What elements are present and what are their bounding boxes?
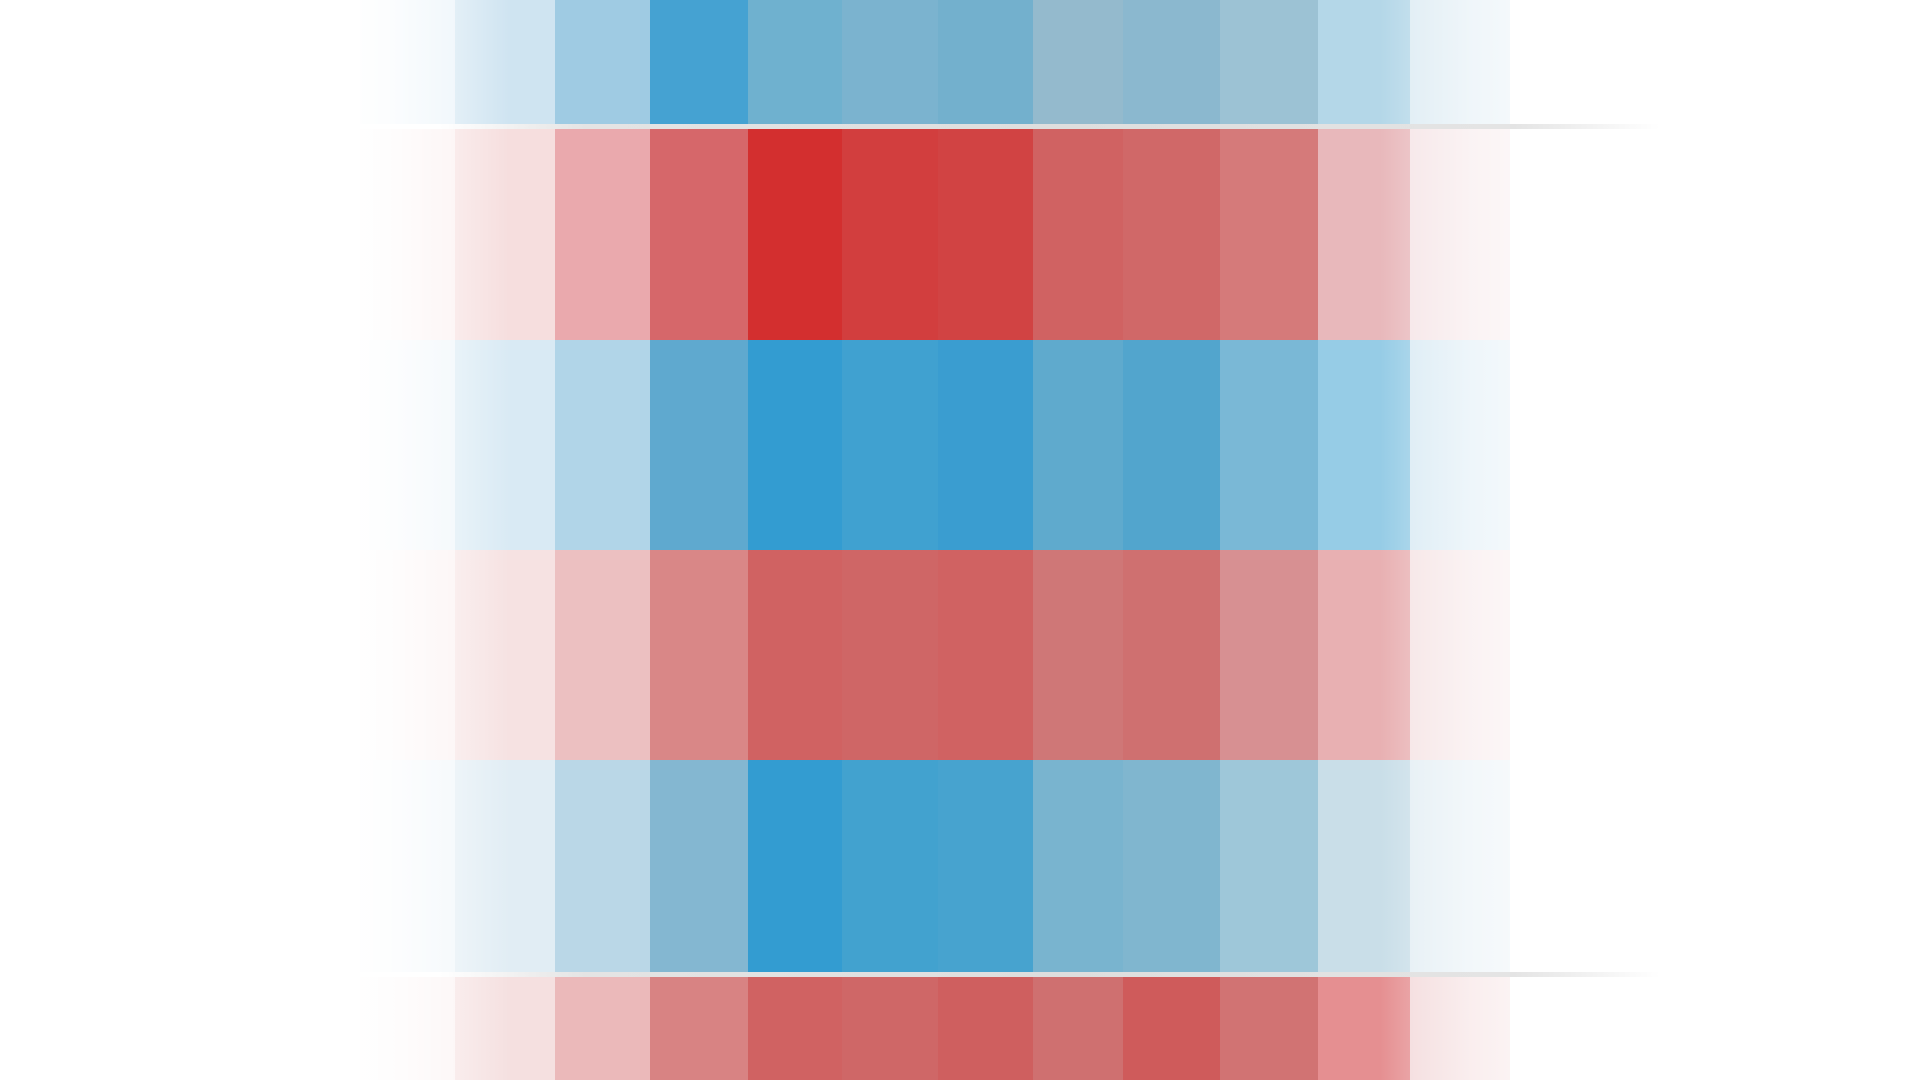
band-blue-3-cell-3	[555, 760, 650, 972]
band-blue-1-cell-7	[938, 0, 1033, 124]
band-blue-3-cell-6	[842, 760, 938, 972]
band-red-2-cell-4	[650, 550, 748, 760]
band-red-2-cell-12	[1410, 550, 1510, 760]
band-red-3-cell-10	[1220, 977, 1318, 1080]
band-blue-1-cell-6	[842, 0, 938, 124]
band-red-1-cell-4	[650, 129, 748, 340]
band-blue-3-cell-1	[360, 760, 455, 972]
band-blue-1-cell-3	[555, 0, 650, 124]
band-red-1-cell-12	[1410, 129, 1510, 340]
band-red-1-cell-10	[1220, 129, 1318, 340]
band-blue-1-cell-12	[1410, 0, 1510, 124]
band-red-2-cell-10	[1220, 550, 1318, 760]
band-red-1-cell-1	[360, 129, 455, 340]
band-red-1-cell-5	[748, 129, 842, 340]
band-blue-2-cell-2	[455, 340, 555, 550]
band-divider-top	[440, 124, 1660, 129]
band-red-1-cell-3	[555, 129, 650, 340]
band-red-3-cell-1	[360, 977, 455, 1080]
band-blue-3-cell-2	[455, 760, 555, 972]
band-red-1-cell-9	[1123, 129, 1220, 340]
band-blue-2-cell-12	[1410, 340, 1510, 550]
band-blue-1-cell-2	[455, 0, 555, 124]
band-blue-3-cell-4	[650, 760, 748, 972]
band-blue-3-cell-12	[1410, 760, 1510, 972]
band-blue-1-cell-4	[650, 0, 748, 124]
band-blue-1-cell-10	[1220, 0, 1318, 124]
band-red-2-cell-8	[1033, 550, 1123, 760]
band-blue-3	[0, 760, 1920, 972]
band-red-3-cell-5	[748, 977, 842, 1080]
band-red-1-cell-8	[1033, 129, 1123, 340]
band-red-3-cell-11	[1318, 977, 1410, 1080]
band-blue-2	[0, 340, 1920, 550]
band-blue-2-cell-1	[360, 340, 455, 550]
band-divider-bottom	[440, 972, 1660, 977]
band-red-1-cell-2	[455, 129, 555, 340]
band-blue-1-cell-11	[1318, 0, 1410, 124]
band-blue-2-cell-6	[842, 340, 938, 550]
band-red-2-cell-5	[748, 550, 842, 760]
band-blue-3-cell-8	[1033, 760, 1123, 972]
band-blue-1	[0, 0, 1920, 124]
band-blue-1-cell-1	[360, 0, 455, 124]
band-red-1	[0, 129, 1920, 340]
band-blue-3-cell-5	[748, 760, 842, 972]
band-blue-2-cell-9	[1123, 340, 1220, 550]
band-red-2	[0, 550, 1920, 760]
band-red-3-cell-9	[1123, 977, 1220, 1080]
band-blue-3-cell-9	[1123, 760, 1220, 972]
band-blue-3-cell-10	[1220, 760, 1318, 972]
band-red-2-cell-6	[842, 550, 938, 760]
band-red-2-cell-9	[1123, 550, 1220, 760]
band-red-2-cell-7	[938, 550, 1033, 760]
band-blue-2-cell-8	[1033, 340, 1123, 550]
band-blue-2-cell-5	[748, 340, 842, 550]
band-blue-2-cell-7	[938, 340, 1033, 550]
band-blue-1-cell-9	[1123, 0, 1220, 124]
band-red-3-cell-8	[1033, 977, 1123, 1080]
band-blue-1-cell-5	[748, 0, 842, 124]
band-red-3-cell-4	[650, 977, 748, 1080]
band-red-1-cell-7	[938, 129, 1033, 340]
band-blue-2-cell-4	[650, 340, 748, 550]
band-red-2-cell-1	[360, 550, 455, 760]
band-red-1-cell-11	[1318, 129, 1410, 340]
band-red-3-cell-3	[555, 977, 650, 1080]
band-red-3-cell-6	[842, 977, 938, 1080]
band-red-3-cell-12	[1410, 977, 1510, 1080]
band-red-1-cell-6	[842, 129, 938, 340]
band-blue-2-cell-11	[1318, 340, 1410, 550]
band-blue-1-cell-8	[1033, 0, 1123, 124]
band-blue-2-cell-3	[555, 340, 650, 550]
band-red-3	[0, 977, 1920, 1080]
band-red-3-cell-2	[455, 977, 555, 1080]
band-blue-3-cell-11	[1318, 760, 1410, 972]
band-red-2-cell-11	[1318, 550, 1410, 760]
band-red-2-cell-2	[455, 550, 555, 760]
band-red-3-cell-7	[938, 977, 1033, 1080]
band-red-2-cell-3	[555, 550, 650, 760]
band-blue-3-cell-7	[938, 760, 1033, 972]
band-blue-2-cell-10	[1220, 340, 1318, 550]
